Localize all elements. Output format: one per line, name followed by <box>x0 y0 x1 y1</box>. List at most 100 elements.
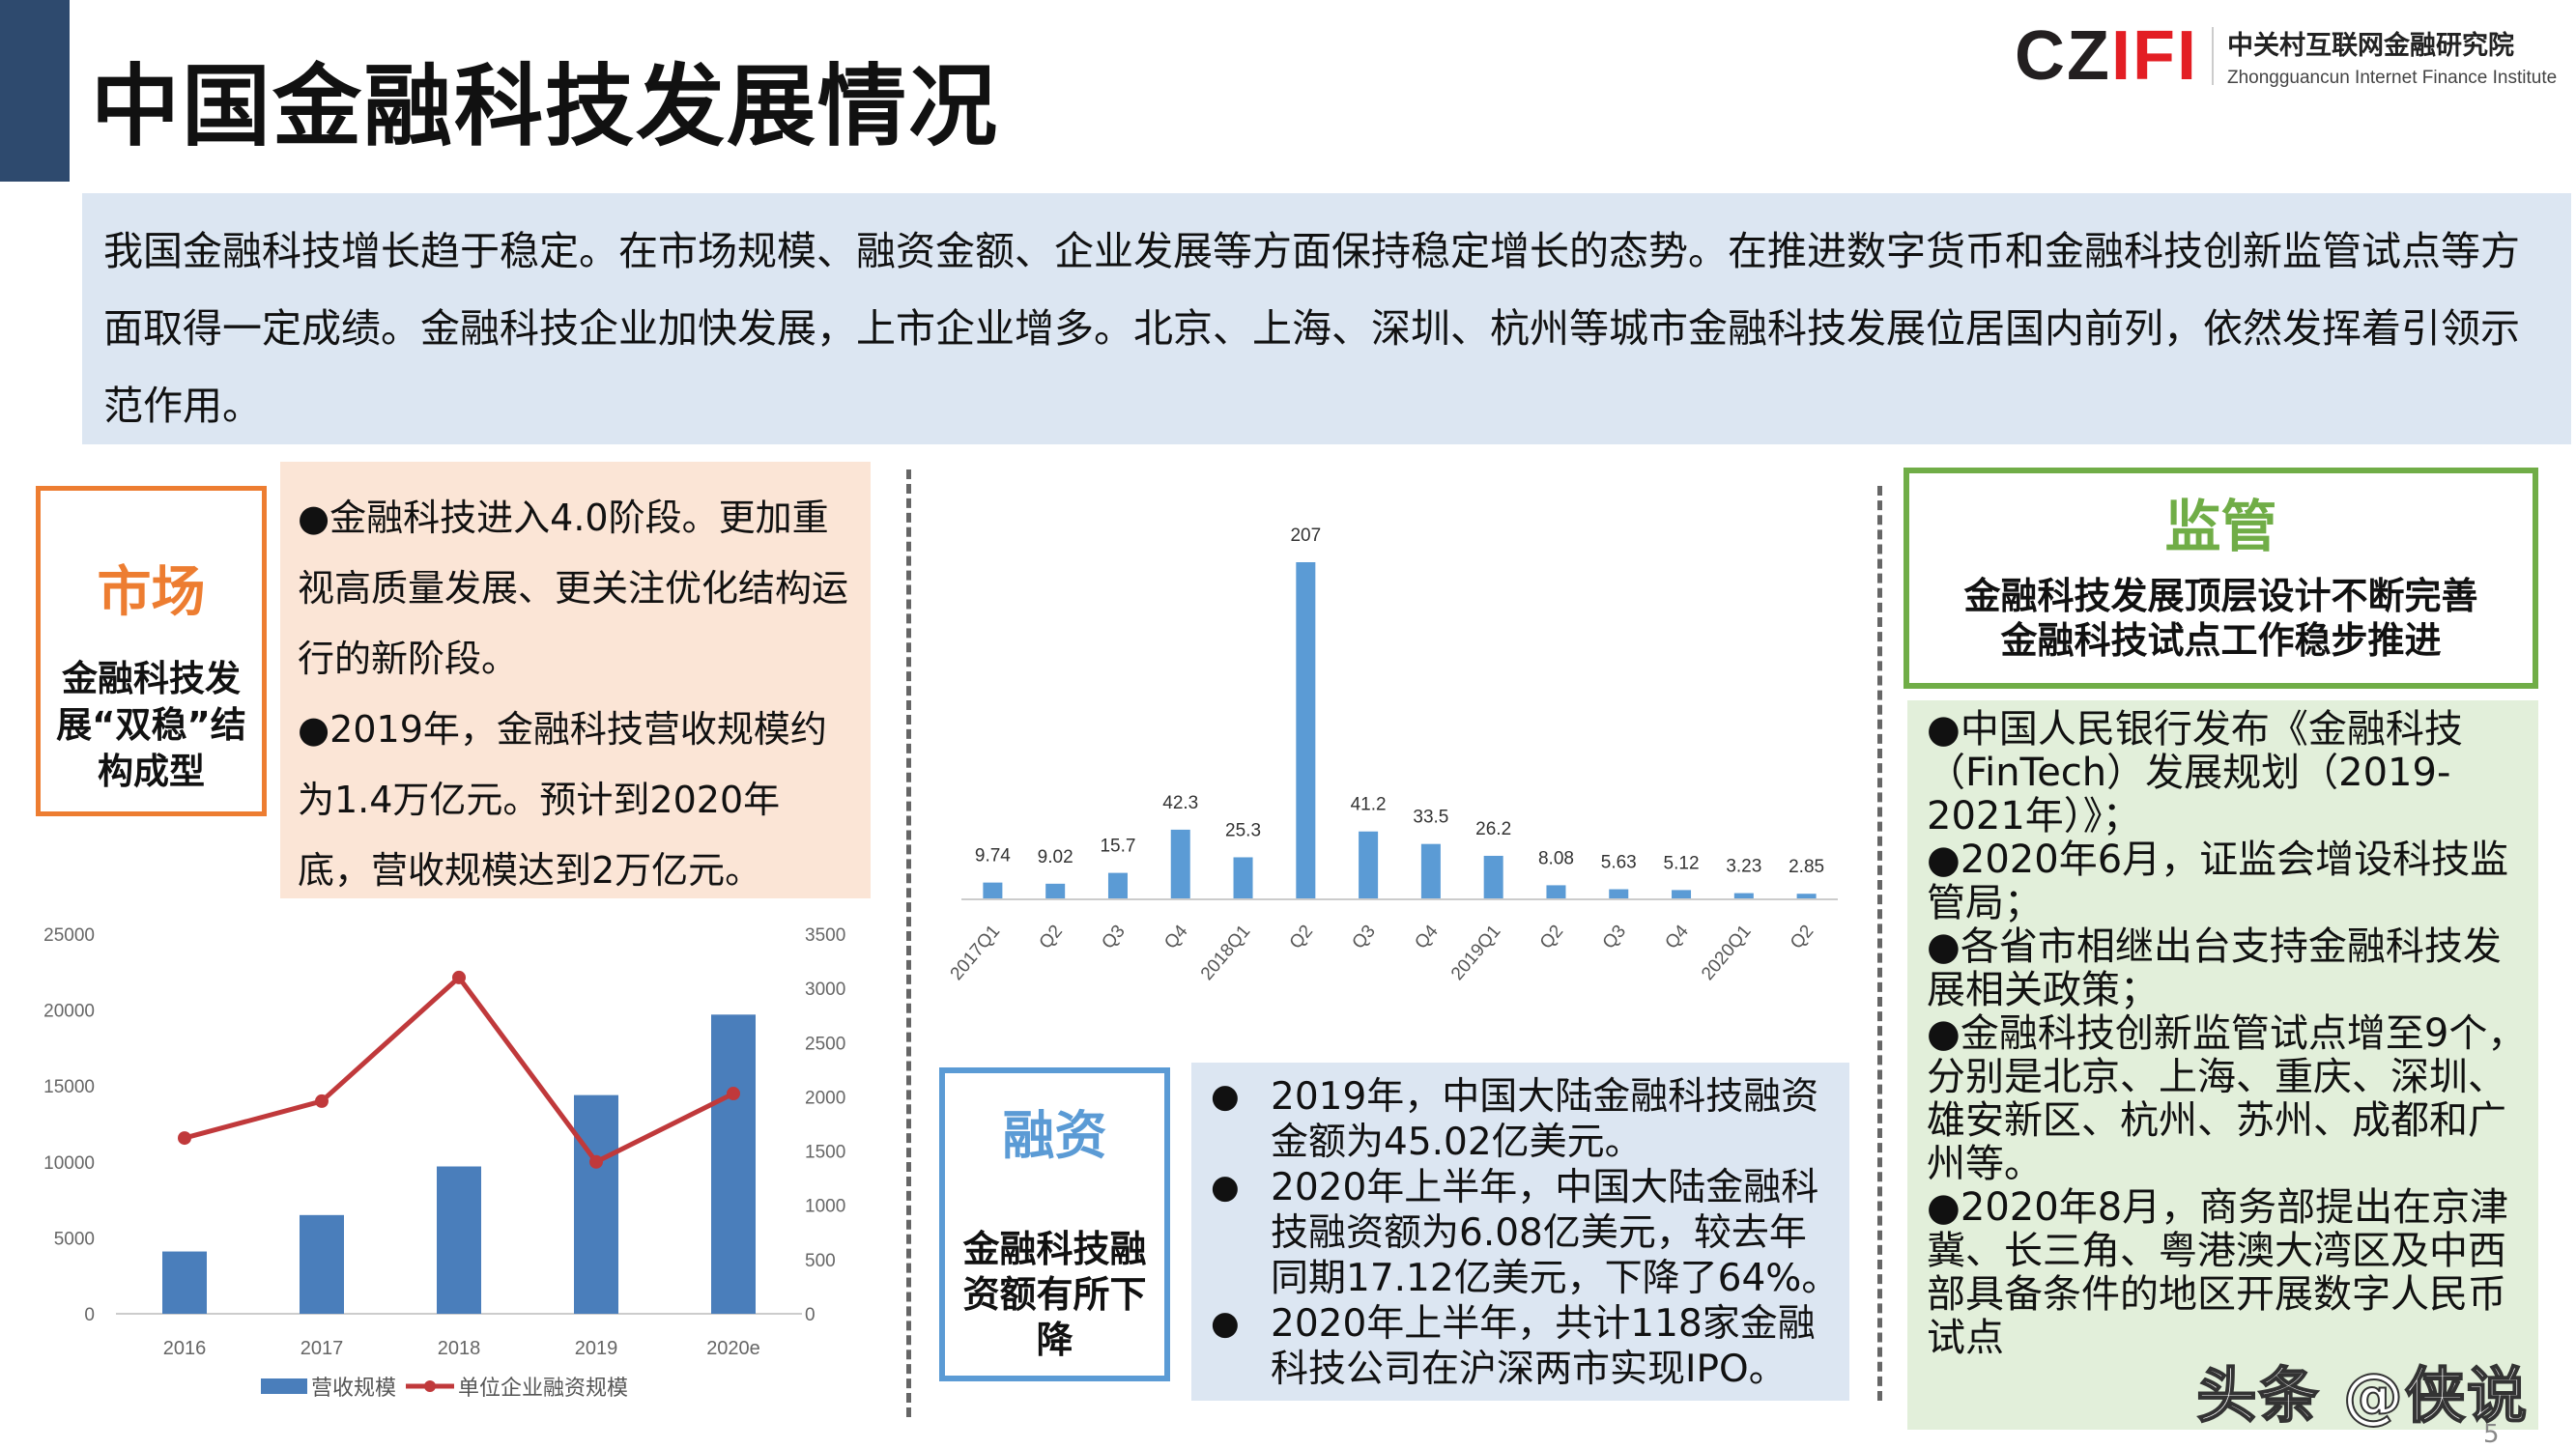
y-right-tick-label: 1000 <box>805 1197 845 1217</box>
bar <box>574 1094 618 1314</box>
bar <box>1045 883 1066 898</box>
logo-mark-dark: CZ <box>2015 17 2111 95</box>
supervision-bullet: ●中国人民银行发布《金融科技（FinTech）发展规划（2019-2021年）》… <box>1927 707 2463 838</box>
data-label: 15.7 <box>1100 837 1135 857</box>
y-left-tick-label: 0 <box>84 1305 95 1325</box>
logo-divider <box>2211 27 2214 85</box>
y-right-tick-label: 2500 <box>805 1034 845 1054</box>
line-marker <box>452 970 466 984</box>
x-tick-label: 2018Q1 <box>1197 922 1255 984</box>
data-label: 207 <box>1290 526 1321 546</box>
supervision-bullet: ●2020年8月，商务部提出在京津冀、长三角、粤港澳大湾区及中西部具备条件的地区… <box>1927 1185 2509 1360</box>
divider-dashed <box>1877 486 1882 1401</box>
x-tick-label: 2019 <box>575 1338 618 1359</box>
financing-heading: 融资 <box>1002 1105 1107 1166</box>
bar <box>437 1166 481 1314</box>
data-label: 25.3 <box>1225 820 1261 840</box>
bar <box>1672 890 1692 898</box>
x-tick-label: 2020Q1 <box>1698 922 1756 984</box>
legend-swatch-bar <box>261 1378 307 1394</box>
bar <box>1733 893 1754 898</box>
data-label: 3.23 <box>1726 857 1761 877</box>
market-heading: 市场 <box>97 561 206 624</box>
financing-bullet-text: 2020年上半年，共计118家金融科技公司在沪深两市实现IPO。 <box>1271 1302 1816 1391</box>
data-label: 5.12 <box>1664 853 1700 873</box>
bar <box>1796 894 1817 898</box>
supervision-bullet: ●金融科技创新监管试点增至9个，分别是北京、上海、重庆、深圳、雄安新区、杭州、苏… <box>1927 1011 2527 1186</box>
x-tick-label: Q3 <box>1349 922 1380 953</box>
line-marker <box>315 1094 329 1108</box>
data-label: 5.63 <box>1601 853 1637 873</box>
intro-text: 我国金融科技增长趋于稳定。在市场规模、融资金额、企业发展等方面保持稳定增长的态势… <box>82 193 2571 444</box>
y-left-tick-label: 25000 <box>43 925 95 946</box>
bar <box>1546 885 1566 898</box>
financing-bullet: ● 2020年上半年，中国大陆金融科技融资额为6.08亿美元，较去年同期17.12… <box>1211 1165 1840 1301</box>
financing-text-box: ● 2019年，中国大陆金融科技融资金额为45.02亿美元。 ● 2020年上半年，… <box>1191 1063 1849 1401</box>
supervision-text-box: ●中国人民银行发布《金融科技（FinTech）发展规划（2019-2021年）》… <box>1907 700 2538 1431</box>
bar <box>1359 831 1379 898</box>
market-subheading: 金融科技发展“双稳”结构成型 <box>56 658 246 792</box>
data-label: 42.3 <box>1162 793 1198 813</box>
line-marker <box>178 1131 191 1146</box>
supervision-bullet: ●各省市相继出台支持金融科技发展相关政策； <box>1927 924 2502 1012</box>
bar <box>1170 829 1190 898</box>
supervision-heading: 监管 <box>2164 494 2277 559</box>
y-left-tick-label: 15000 <box>43 1077 95 1097</box>
data-label: 26.2 <box>1475 819 1511 839</box>
financing-bullet-text: 2019年，中国大陆金融科技融资金额为45.02亿美元。 <box>1271 1075 1819 1164</box>
data-label: 8.08 <box>1538 848 1574 868</box>
market-bullet: ●金融科技进入4.0阶段。更加重视高质量发展、更关注优化结构运行的新阶段。 <box>298 497 849 680</box>
x-tick-label: Q4 <box>1411 921 1443 952</box>
bar <box>983 882 1003 898</box>
watermark: 头条 @侠说 <box>2195 1360 2529 1431</box>
y-right-tick-label: 3000 <box>805 980 845 1000</box>
x-tick-label: Q4 <box>1661 921 1693 952</box>
x-tick-label: 2016 <box>163 1338 207 1359</box>
financing-tag-box: 融资 金融科技融资额有所下降 <box>939 1067 1170 1381</box>
financing-bullet: ● 2019年，中国大陆金融科技融资金额为45.02亿美元。 <box>1211 1074 1840 1165</box>
x-tick-label: Q2 <box>1036 922 1067 953</box>
bar <box>1483 855 1503 898</box>
logo-name-cn: 中关村互联网金融研究院 <box>2226 30 2514 61</box>
page-title: 中国金融科技发展情况 <box>91 55 1000 158</box>
y-right-tick-label: 3500 <box>805 925 845 946</box>
x-tick-label: Q3 <box>1599 922 1630 953</box>
x-tick-label: 2017Q1 <box>947 922 1005 984</box>
quarterly-financing-chart: 9.74 2017Q1 9.02 Q2 15.7 Q3 42.3 Q4 25.3 2018Q1 20… <box>947 526 1838 984</box>
divider-dashed <box>906 469 911 1417</box>
data-label: 33.5 <box>1413 808 1448 828</box>
y-right-tick-label: 0 <box>805 1305 816 1325</box>
bullet-icon: ● <box>1211 1077 1240 1116</box>
market-tag-box: 市场 金融科技发展“双稳”结构成型 <box>36 486 267 816</box>
bar <box>1233 857 1253 898</box>
line-series <box>184 974 735 1165</box>
data-label: 41.2 <box>1351 795 1387 815</box>
y-right-tick-label: 1500 <box>805 1143 845 1163</box>
bar <box>1107 872 1128 898</box>
line-marker <box>727 1087 740 1101</box>
market-text-box: ●金融科技进入4.0阶段。更加重视高质量发展、更关注优化结构运行的新阶段。 ●2… <box>280 462 871 898</box>
y-right-tick-label: 500 <box>805 1251 836 1271</box>
bar <box>1420 843 1441 898</box>
logo-mark-red: IFI <box>2110 17 2198 95</box>
logo-mark: CZIFI <box>2015 21 2198 91</box>
line-marker <box>589 1154 603 1169</box>
bar <box>1609 889 1629 898</box>
y-left-tick-label: 10000 <box>43 1153 95 1174</box>
supervision-bullet: ●2020年6月，证监会增设科技监管局； <box>1927 838 2509 925</box>
x-tick-label: 2018 <box>438 1338 481 1359</box>
x-tick-label: Q4 <box>1160 921 1192 952</box>
supervision-subheading: 金融科技试点工作稳步推进 <box>2000 619 2442 662</box>
x-tick-label: 2019Q1 <box>1447 922 1505 984</box>
bullet-icon: ● <box>1211 1168 1240 1207</box>
x-tick-label: Q2 <box>1286 922 1317 953</box>
x-tick-label: 2020e <box>706 1338 760 1359</box>
supervision-tag-box: 监管 金融科技发展顶层设计不断完善 金融科技试点工作稳步推进 <box>1903 468 2538 689</box>
legend-marker <box>424 1380 436 1392</box>
x-tick-label: Q2 <box>1787 922 1818 953</box>
x-tick-label: Q3 <box>1098 922 1129 953</box>
legend-label: 单位企业融资规模 <box>458 1376 628 1400</box>
page-number: 5 <box>2483 1420 2500 1449</box>
data-label: 9.02 <box>1038 847 1073 867</box>
bar <box>300 1214 344 1314</box>
